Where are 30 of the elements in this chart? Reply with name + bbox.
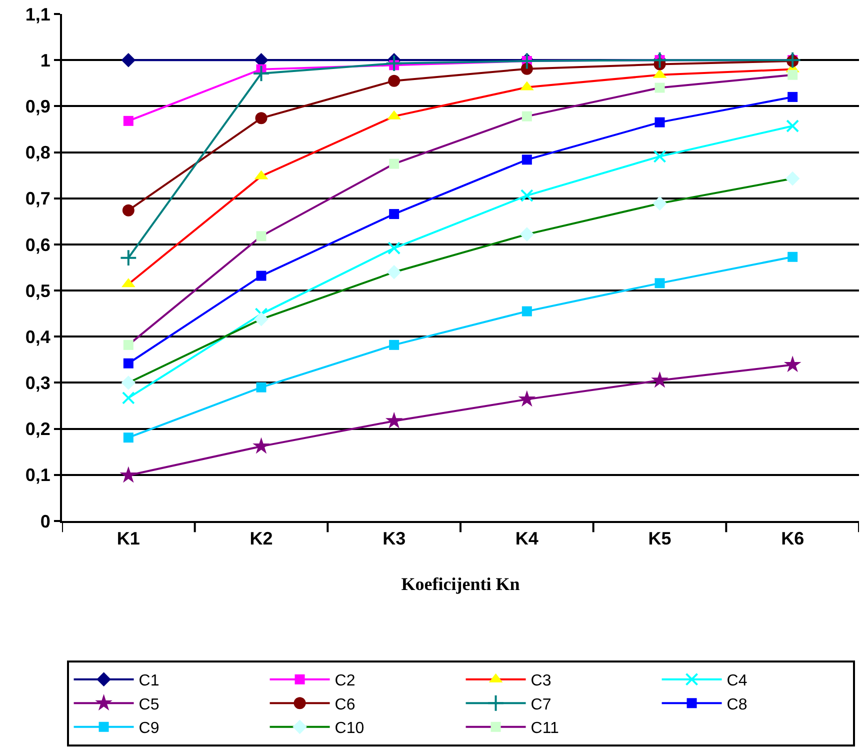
y-tick-label: 0,2 <box>25 419 50 440</box>
y-tick-label: 0,1 <box>25 465 50 486</box>
y-tick-label: 0,3 <box>25 373 50 394</box>
y-tick-label: 1 <box>40 50 50 70</box>
y-tick-label: 0,4 <box>25 326 50 347</box>
legend-label: C7 <box>530 696 552 714</box>
legend-label: C3 <box>530 672 552 690</box>
legend-label: C8 <box>726 696 748 714</box>
y-tick-label: 0,8 <box>25 142 50 163</box>
legend-label: C9 <box>138 720 160 738</box>
x-tick-label: K1 <box>116 528 140 549</box>
legend-label: C5 <box>138 696 160 714</box>
x-tick-label: K4 <box>515 528 538 549</box>
legend-label: C6 <box>334 696 356 714</box>
legend-label: C11 <box>530 720 560 738</box>
y-tick-label: 0,7 <box>25 188 50 209</box>
y-tick-label: 0,5 <box>25 280 50 301</box>
legend-label: C1 <box>138 672 160 690</box>
x-tick-label: K3 <box>382 528 406 549</box>
x-axis-title: Koeficijenti Kn <box>401 574 520 594</box>
y-tick-label: 0,9 <box>25 96 50 116</box>
legend-label: C4 <box>726 672 748 690</box>
y-tick-label: 0 <box>40 511 50 532</box>
x-tick-label: K6 <box>781 528 804 549</box>
y-tick-label: 1,1 <box>25 4 50 24</box>
legend-label: C2 <box>334 672 356 690</box>
legend-label: C10 <box>334 720 364 738</box>
x-tick-label: K5 <box>648 528 672 549</box>
x-tick-label: K2 <box>250 528 273 549</box>
y-tick-label: 0,6 <box>25 234 50 255</box>
